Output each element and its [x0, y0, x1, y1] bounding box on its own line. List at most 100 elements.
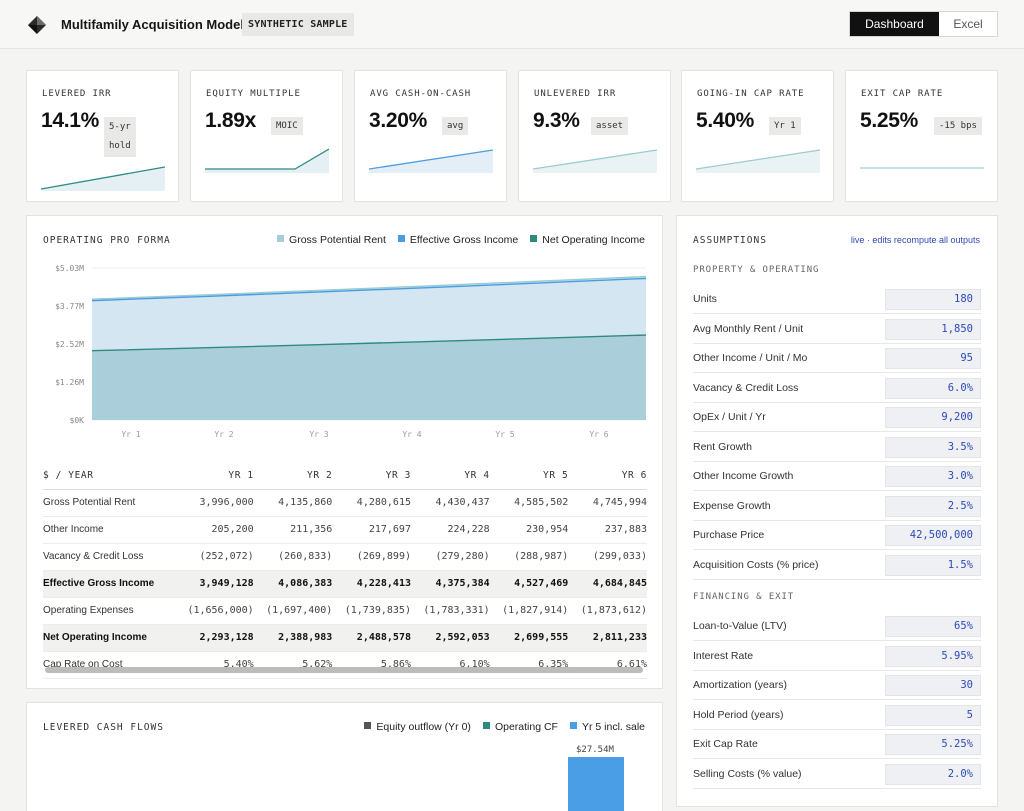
kpi-sparkline	[41, 166, 165, 191]
logo-icon	[28, 16, 46, 34]
assumption-row: OpEx / Unit / Yr 9,200	[693, 403, 981, 432]
assumption-input[interactable]: 65%	[885, 616, 981, 637]
cash-flows-panel: LEVERED CASH FLOWS Equity outflow (Yr 0)…	[26, 702, 663, 811]
cash-flows-title: LEVERED CASH FLOWS	[43, 722, 164, 733]
y-tick-label: $3.77M	[55, 302, 84, 311]
table-horizontal-scrollbar[interactable]	[45, 667, 643, 673]
assumption-input[interactable]: 42,500,000	[885, 525, 981, 546]
row-label: Operating Expenses	[43, 597, 176, 625]
column-header-year: YR 6	[568, 462, 647, 490]
table-row: Cap Rate on Cost 5.40% 5.62% 5.86% 6.10% 6.35…	[43, 651, 647, 679]
kpi-card-going-in-cap: GOING-IN CAP RATE 5.40% Yr 1	[681, 70, 834, 202]
kpi-label: EQUITY MULTIPLE	[206, 89, 301, 99]
kpi-sparkline	[860, 167, 984, 169]
assumption-label: Other Income / Unit / Mo	[693, 352, 808, 364]
tab-excel[interactable]: Excel	[953, 17, 983, 31]
line-gpr	[91, 275, 647, 300]
legend-label: Net Operating Income	[542, 234, 645, 246]
kpi-value: 5.25%	[860, 109, 919, 132]
assumption-input[interactable]: 5.25%	[885, 734, 981, 755]
assumption-label: Acquisition Costs (% price)	[693, 558, 819, 571]
assumption-input[interactable]: 9,200	[885, 407, 981, 428]
line-noi	[91, 334, 647, 352]
table-cell: 237,883	[568, 516, 647, 544]
assumption-row: Amortization (years) 30	[693, 671, 981, 700]
assumption-row: Units 180	[693, 285, 981, 314]
kpi-label: AVG CASH-ON-CASH	[370, 89, 472, 99]
assumption-input[interactable]: 5.95%	[885, 645, 981, 667]
table-row: Operating Expenses (1,656,000) (1,697,400)…	[43, 597, 647, 625]
table-cell: 4,280,615	[332, 489, 411, 517]
table-cell: 4,745,994	[568, 489, 647, 517]
tab-dashboard[interactable]: Dashboard	[850, 12, 939, 36]
kpi-value: 14.1%	[41, 109, 100, 132]
x-tick-label: Yr 2	[214, 430, 233, 439]
row-label: Cap Rate on Cost	[43, 651, 176, 679]
cash-flows-legend: Equity outflow (Yr 0) Operating CF Yr 5 …	[364, 721, 645, 733]
assumption-input[interactable]: 95	[885, 348, 981, 369]
pro-forma-title: OPERATING PRO FORMA	[43, 235, 171, 246]
column-header-year: YR 4	[410, 462, 490, 490]
row-label: Vacancy & Credit Loss	[43, 543, 176, 571]
assumption-label: Avg Monthly Rent / Unit	[693, 322, 804, 335]
legend-label: Effective Gross Income	[409, 234, 519, 246]
legend-item-sale: Yr 5 incl. sale	[569, 721, 645, 733]
assumption-row: Loan-to-Value (LTV) 65%	[693, 612, 981, 641]
table-cell: 4,086,383	[253, 570, 333, 598]
kpi-label: UNLEVERED IRR	[534, 89, 617, 99]
assumption-label: Purchase Price	[693, 529, 765, 541]
legend-label: Equity outflow (Yr 0)	[376, 721, 471, 733]
table-cell: 4,585,502	[489, 489, 569, 517]
y-tick-label: $5.03M	[55, 264, 84, 273]
assumption-input[interactable]: 180	[885, 289, 981, 310]
table-cell: 4,527,469	[489, 570, 569, 598]
assumption-row: Expense Growth 2.5%	[693, 492, 981, 521]
assumption-label: Rent Growth	[693, 440, 752, 453]
assumptions-panel: ASSUMPTIONS live · edits recompute all o…	[676, 215, 998, 807]
legend-item-gpr: Gross Potential Rent	[277, 234, 386, 246]
table-cell: 5.40%	[175, 651, 254, 679]
table-cell: (1,697,400)	[253, 597, 333, 625]
assumption-input[interactable]: 2.5%	[885, 495, 981, 517]
table-cell: 224,228	[410, 516, 490, 544]
assumption-row: Vacancy & Credit Loss 6.0%	[693, 374, 981, 403]
y-tick-label: $2.52M	[55, 340, 84, 349]
assumption-label: Other Income Growth	[693, 470, 794, 482]
table-cell: 2,488,578	[332, 624, 411, 652]
assumption-label: Hold Period (years)	[693, 708, 784, 721]
table-cell: 205,200	[175, 516, 254, 544]
assumption-input[interactable]: 5	[885, 704, 981, 726]
assumption-input[interactable]: 3.5%	[885, 436, 981, 458]
table-row: Effective Gross Income 3,949,128 4,086,383…	[43, 570, 647, 598]
assumption-label: Loan-to-Value (LTV)	[693, 620, 787, 632]
assumption-input[interactable]: 2.0%	[885, 763, 981, 785]
kpi-value: 3.20%	[369, 109, 428, 132]
legend-item-equity: Equity outflow (Yr 0)	[364, 721, 471, 733]
legend-label: Operating CF	[494, 721, 558, 733]
table-cell: (252,072)	[175, 543, 254, 571]
x-tick-label: Yr 6	[589, 430, 608, 439]
assumption-row: Acquisition Costs (% price) 1.5%	[693, 551, 981, 580]
table-header-row: $ / YEAR YR 1 YR 2 YR 3 YR 4 YR 5 YR 6	[43, 462, 647, 490]
x-tick-label: Yr 5	[495, 430, 514, 439]
column-header-year: YR 1	[175, 462, 254, 490]
assumption-input[interactable]: 6.0%	[885, 377, 981, 399]
row-label: Gross Potential Rent	[43, 489, 176, 517]
y-tick-label: $1.26M	[55, 378, 84, 387]
assumptions-section-title: FINANCING & EXIT	[693, 592, 795, 602]
app-title: Multifamily Acquisition Model	[61, 17, 244, 32]
table-cell: 4,375,384	[410, 570, 490, 598]
assumption-input[interactable]: 1.5%	[885, 554, 981, 576]
legend-item-operating: Operating CF	[482, 721, 558, 733]
assumption-input[interactable]: 3.0%	[885, 466, 981, 487]
assumption-label: Exit Cap Rate	[693, 738, 758, 750]
table-cell: (1,783,331)	[410, 597, 490, 625]
table-cell: 4,430,437	[410, 489, 490, 517]
assumption-row: Purchase Price 42,500,000	[693, 521, 981, 550]
table-cell: 3,996,000	[175, 489, 254, 517]
table-cell: 6.35%	[489, 651, 569, 679]
assumption-input[interactable]: 1,850	[885, 318, 981, 340]
assumption-input[interactable]: 30	[885, 675, 981, 696]
legend-item-egi: Effective Gross Income	[397, 234, 519, 246]
assumption-label: Expense Growth	[693, 499, 771, 512]
